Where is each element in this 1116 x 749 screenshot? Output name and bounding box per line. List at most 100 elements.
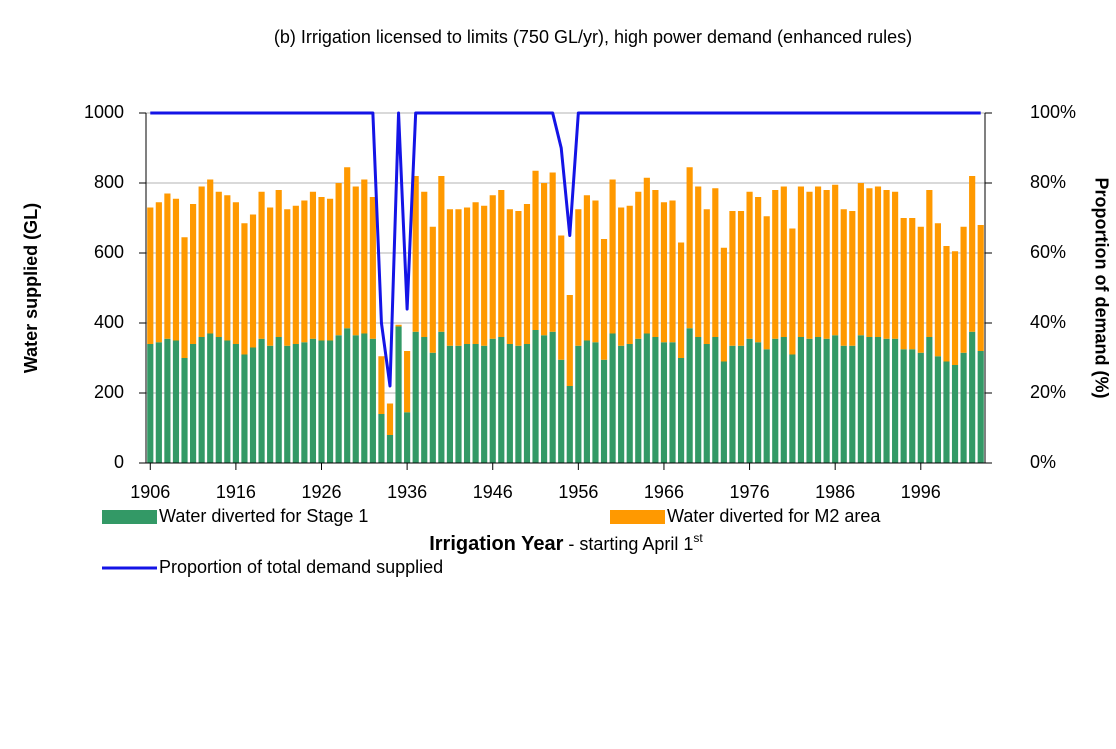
- bar: [960, 352, 967, 463]
- bar: [832, 184, 839, 336]
- bar: [755, 342, 762, 463]
- bar: [737, 345, 745, 463]
- bar: [489, 195, 496, 339]
- legend-swatch: [102, 510, 157, 524]
- y-tick-label: 200: [94, 382, 124, 402]
- legend-label: Water diverted for Stage 1: [159, 506, 368, 526]
- bar: [703, 209, 710, 344]
- bar: [917, 226, 924, 353]
- bar: [566, 295, 573, 386]
- bar: [686, 328, 693, 463]
- bar: [866, 337, 873, 463]
- bar: [386, 435, 394, 463]
- bar: [472, 202, 479, 344]
- bar: [600, 239, 608, 360]
- bar: [292, 205, 299, 344]
- bar: [498, 190, 505, 337]
- bar: [746, 338, 753, 463]
- bar: [874, 186, 882, 337]
- bar: [789, 228, 796, 355]
- bar: [677, 358, 685, 463]
- bar: [969, 176, 976, 332]
- bar: [797, 337, 805, 463]
- bar: [823, 338, 830, 463]
- y2-axis-title: Proportion of demand (%): [1091, 178, 1111, 399]
- bar: [686, 167, 693, 329]
- bar: [498, 337, 505, 463]
- bar: [541, 335, 548, 463]
- x-tick-label: 1986: [815, 482, 855, 502]
- bar: [318, 340, 325, 463]
- bar: [361, 179, 368, 334]
- bar: [532, 330, 539, 463]
- bar: [429, 226, 436, 353]
- bar: [849, 345, 856, 463]
- bar: [943, 246, 950, 362]
- bar: [669, 342, 676, 463]
- bar: [892, 191, 899, 339]
- x-axis-title-sup: st: [693, 531, 703, 545]
- bar: [421, 337, 428, 463]
- bar: [284, 209, 291, 346]
- x-tick-label: 1926: [301, 482, 341, 502]
- bar: [746, 191, 753, 339]
- x-tick-label: 1936: [387, 482, 427, 502]
- bar: [926, 337, 933, 463]
- bar: [147, 344, 154, 463]
- y-tick-label: 1000: [84, 102, 124, 122]
- bar: [506, 209, 513, 344]
- bar: [669, 200, 676, 343]
- x-axis-title-bold: Irrigation Year: [429, 533, 563, 555]
- bar: [155, 342, 162, 463]
- bar: [404, 351, 411, 413]
- y2-tick-label: 80%: [1030, 172, 1066, 192]
- bar: [712, 188, 719, 337]
- y2-tick-label: 40%: [1030, 312, 1066, 332]
- bar: [412, 331, 419, 463]
- bar: [635, 191, 642, 339]
- bar: [609, 179, 616, 334]
- y-tick-label: 400: [94, 312, 124, 332]
- bar: [198, 186, 205, 337]
- bar: [772, 190, 779, 339]
- bar: [806, 191, 813, 339]
- bar: [301, 342, 308, 463]
- y-tick-label: 600: [94, 242, 124, 262]
- bar: [814, 337, 822, 463]
- bar: [626, 344, 633, 463]
- bar: [695, 337, 702, 463]
- bar: [463, 207, 471, 344]
- bar: [643, 333, 650, 463]
- bar: [164, 193, 171, 339]
- bar: [566, 386, 573, 463]
- legend-label: Proportion of total demand supplied: [159, 557, 443, 577]
- bar: [592, 200, 599, 343]
- bar: [318, 197, 325, 341]
- bar: [275, 337, 282, 463]
- bar: [258, 191, 265, 339]
- bar: [823, 190, 830, 339]
- bar: [977, 225, 984, 351]
- bar: [344, 328, 351, 463]
- bar: [164, 338, 171, 463]
- bar: [857, 335, 864, 463]
- bar: [481, 205, 488, 346]
- bar: [369, 338, 376, 463]
- bar: [489, 338, 496, 463]
- bar: [190, 204, 197, 344]
- bar: [249, 347, 257, 463]
- x-tick-label: 1906: [130, 482, 170, 502]
- bar: [455, 209, 462, 346]
- bar: [361, 333, 368, 463]
- bar: [763, 216, 770, 350]
- bar: [224, 195, 231, 341]
- bar: [215, 191, 222, 337]
- bar: [849, 211, 856, 346]
- bar: [515, 211, 522, 346]
- bar: [395, 324, 402, 327]
- bar: [883, 190, 890, 339]
- bar: [840, 345, 847, 463]
- bar: [600, 359, 608, 463]
- bar: [378, 414, 385, 463]
- x-tick-label: 1966: [644, 482, 684, 502]
